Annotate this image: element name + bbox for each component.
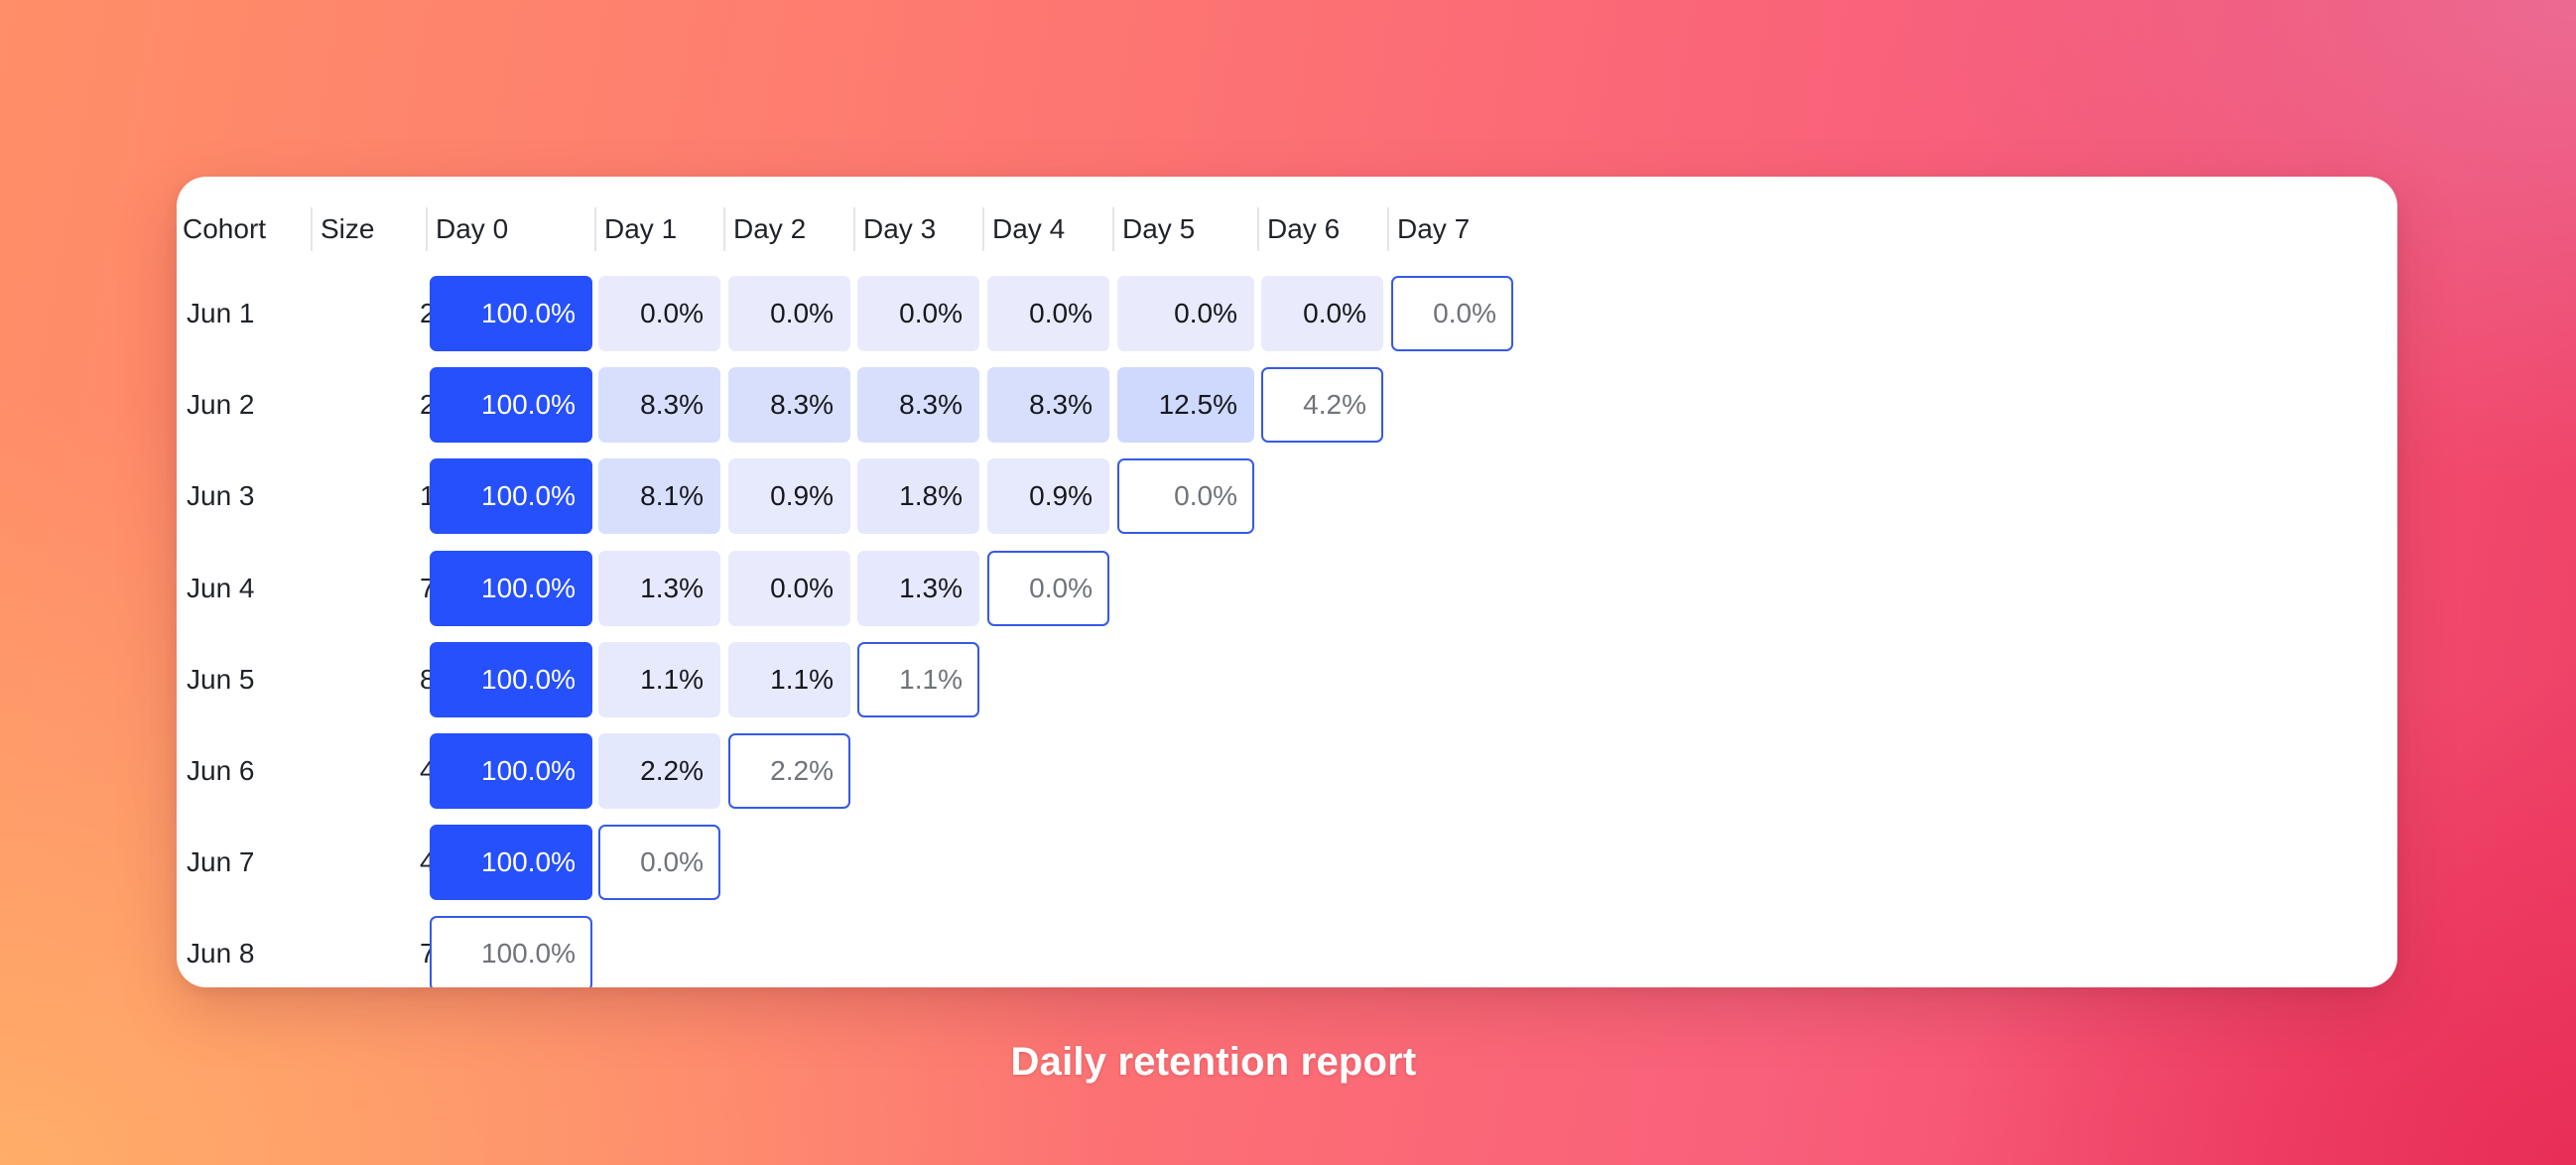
cohort-label: Jun 6: [187, 755, 255, 786]
retention-cell: 1.3%: [857, 550, 979, 626]
retention-cell: 100.0%: [430, 641, 592, 717]
retention-cell: 8.1%: [598, 458, 720, 535]
retention-cell-in-progress: 4.2%: [1261, 367, 1383, 444]
retention-cell: 8.3%: [598, 367, 720, 444]
retention-cell: 100.0%: [430, 550, 592, 626]
retention-cell: 0.0%: [1117, 276, 1254, 351]
cohort-label: Jun 5: [187, 663, 255, 695]
retention-cell: 100.0%: [430, 367, 592, 444]
retention-cell: 0.0%: [728, 276, 850, 351]
retention-cell: 0.0%: [728, 550, 850, 626]
cohort-label: Jun 4: [187, 572, 255, 603]
retention-cell: 2.2%: [598, 733, 720, 809]
column-header-day-5: Day 5: [1112, 204, 1255, 254]
column-header-day-0: Day 0: [426, 204, 593, 254]
retention-cell: 100.0%: [430, 825, 592, 901]
retention-cell-in-progress: 100.0%: [430, 916, 592, 987]
column-header-size: Size: [311, 204, 420, 254]
retention-cell-in-progress: 0.0%: [598, 825, 720, 901]
retention-cell: 8.3%: [987, 367, 1109, 444]
column-header-day-3: Day 3: [853, 204, 981, 254]
retention-cell: 1.8%: [857, 458, 979, 535]
retention-cell: 0.0%: [598, 276, 720, 351]
cohort-label: Jun 3: [187, 480, 255, 512]
column-header-day-1: Day 1: [594, 204, 722, 254]
retention-cell: 8.3%: [857, 367, 979, 444]
retention-cell: 0.0%: [987, 276, 1109, 351]
retention-cell-in-progress: 1.1%: [857, 641, 979, 717]
retention-cell: 100.0%: [430, 458, 592, 535]
cohort-label: Jun 8: [187, 938, 255, 970]
retention-cell: 1.1%: [728, 641, 850, 717]
retention-cell: 8.3%: [728, 367, 850, 444]
cohort-label: Jun 2: [187, 389, 255, 421]
retention-cell: 100.0%: [430, 733, 592, 809]
column-header-day-7: Day 7: [1387, 204, 1515, 254]
retention-cell-in-progress: 0.0%: [1117, 458, 1254, 535]
retention-cell: 0.0%: [857, 276, 979, 351]
column-header-cohort: Cohort: [183, 213, 267, 244]
cohort-label: Jun 1: [187, 298, 255, 328]
column-header-day-6: Day 6: [1257, 204, 1385, 254]
retention-cell: 12.5%: [1117, 367, 1254, 444]
retention-cell-in-progress: 2.2%: [728, 733, 850, 809]
retention-cell-in-progress: 0.0%: [987, 550, 1109, 626]
retention-cell: 1.3%: [598, 550, 720, 626]
cohort-label: Jun 7: [187, 846, 255, 878]
retention-cell: 0.9%: [987, 458, 1109, 535]
report-caption: Daily retention report: [1010, 1040, 1417, 1084]
retention-cell: 1.1%: [598, 641, 720, 717]
retention-table: Cohort Size Day 0 Day 1 Day 2 Day 3 Day 4 Day 5…: [177, 177, 2397, 987]
retention-cell-in-progress: 0.0%: [1391, 276, 1513, 351]
retention-cell: 0.0%: [1261, 276, 1383, 351]
column-header-day-4: Day 4: [982, 204, 1110, 254]
column-header-day-2: Day 2: [723, 204, 851, 254]
retention-cell: 100.0%: [430, 276, 592, 351]
retention-cell: 0.9%: [728, 458, 850, 535]
